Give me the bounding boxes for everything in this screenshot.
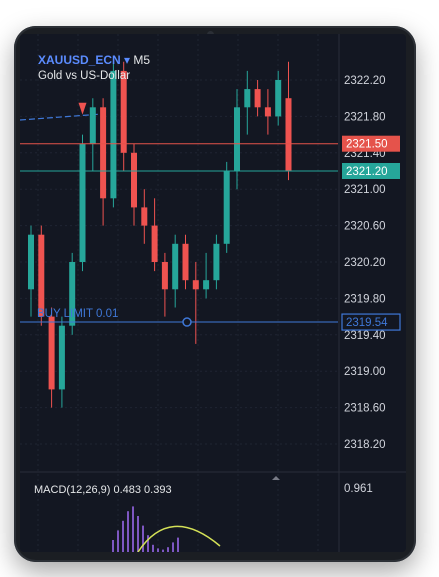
price-axis-label-8: 2319.00 bbox=[344, 366, 386, 378]
timeframe-label[interactable]: M5 bbox=[133, 53, 151, 67]
macd-histogram-bar-13 bbox=[177, 537, 179, 552]
chevron-down-icon[interactable]: ▾ bbox=[124, 53, 131, 67]
candle-body-15 bbox=[182, 243, 189, 281]
candle-body-24 bbox=[275, 80, 282, 117]
macd-histogram-bar-11 bbox=[167, 547, 169, 552]
order-drag-handle bbox=[182, 317, 192, 327]
candle-body-11 bbox=[141, 207, 148, 226]
price-axis-label-4: 2320.60 bbox=[344, 221, 386, 233]
price-axis-label-7: 2319.40 bbox=[344, 330, 386, 342]
candle-body-9 bbox=[120, 70, 127, 153]
candle-body-12 bbox=[151, 225, 158, 262]
macd-histogram-bar-5 bbox=[137, 516, 139, 552]
candle-body-18 bbox=[213, 243, 220, 281]
macd-histogram-bar-12 bbox=[172, 542, 174, 552]
price-axis-label-5: 2320.20 bbox=[344, 257, 386, 269]
scroll-up-icon bbox=[272, 476, 280, 480]
candle-body-6 bbox=[89, 107, 96, 144]
price-axis-label-9: 2318.60 bbox=[344, 403, 386, 415]
price-axis-label-10: 2318.20 bbox=[344, 439, 386, 451]
candle-body-7 bbox=[100, 107, 107, 199]
candle-body-20 bbox=[234, 107, 240, 171]
macd-histogram-bar-7 bbox=[147, 535, 149, 552]
order-price-tag bbox=[341, 313, 401, 331]
macd-histogram-bar-2 bbox=[122, 520, 124, 552]
candle-body-16 bbox=[192, 280, 199, 290]
bid-price-tag-value: 2321.20 bbox=[346, 166, 388, 178]
candle-body-25 bbox=[285, 98, 292, 171]
ask-price-tag-value: 2321.50 bbox=[346, 139, 388, 151]
candle-body-10 bbox=[131, 152, 137, 208]
buy-limit-label[interactable]: BUY LIMIT 0.01 bbox=[37, 308, 119, 320]
macd-histogram-bar-3 bbox=[127, 511, 129, 552]
macd-label: MACD(12,26,9) 0.483 0.393 bbox=[34, 484, 172, 496]
candle-body-1 bbox=[38, 234, 45, 317]
candle-body-8 bbox=[110, 70, 117, 199]
trend-line bbox=[20, 113, 103, 121]
price-axis-label-1: 2321.80 bbox=[344, 111, 386, 123]
macd-signal-line bbox=[137, 525, 221, 552]
candle-body-21 bbox=[244, 89, 251, 108]
candle-body-2 bbox=[48, 316, 55, 390]
candle-body-13 bbox=[161, 262, 168, 290]
candle-body-0 bbox=[28, 234, 34, 290]
macd-histogram-bar-9 bbox=[157, 548, 159, 552]
sell-arrow-icon bbox=[78, 102, 87, 115]
symbol-name[interactable]: XAUUSD_ECN bbox=[38, 53, 121, 67]
price-axis-label-3: 2321.00 bbox=[344, 184, 386, 196]
symbol-selector[interactable]: XAUUSD_ECN ▾ M5 bbox=[38, 53, 150, 67]
macd-histogram-bar-4 bbox=[132, 506, 134, 552]
candle-body-14 bbox=[172, 243, 179, 290]
chart-screen[interactable]: 2322.20 2321.80 2321.40 2321.00 2320.60 2320.… bbox=[20, 34, 406, 552]
candle-body-23 bbox=[264, 107, 271, 117]
bid-price-tag bbox=[342, 163, 400, 179]
order-price-tag-value: 2319.54 bbox=[346, 317, 388, 329]
symbol-description: Gold vs US-Dollar bbox=[38, 70, 131, 82]
price-axis-label-0: 2322.20 bbox=[344, 75, 386, 87]
chart-canvas[interactable]: 2322.202321.802321.402321.002320.602320.… bbox=[20, 34, 406, 552]
macd-histogram-bar-8 bbox=[152, 544, 154, 552]
candle-body-5 bbox=[79, 143, 86, 262]
ask-price-tag bbox=[342, 135, 400, 152]
candle-body-19 bbox=[223, 171, 230, 244]
candle-body-22 bbox=[254, 89, 261, 108]
candle-body-3 bbox=[58, 325, 65, 390]
candle-body-17 bbox=[203, 280, 210, 290]
candle-body-4 bbox=[69, 262, 76, 326]
macd-histogram-bar-10 bbox=[162, 549, 164, 552]
macd-axis-value: 0.961 bbox=[344, 483, 373, 495]
macd-histogram-bar-1 bbox=[117, 530, 119, 552]
price-axis-label-6: 2319.80 bbox=[344, 293, 386, 305]
macd-histogram-bar-6 bbox=[142, 525, 144, 552]
macd-histogram-bar-0 bbox=[112, 540, 114, 552]
